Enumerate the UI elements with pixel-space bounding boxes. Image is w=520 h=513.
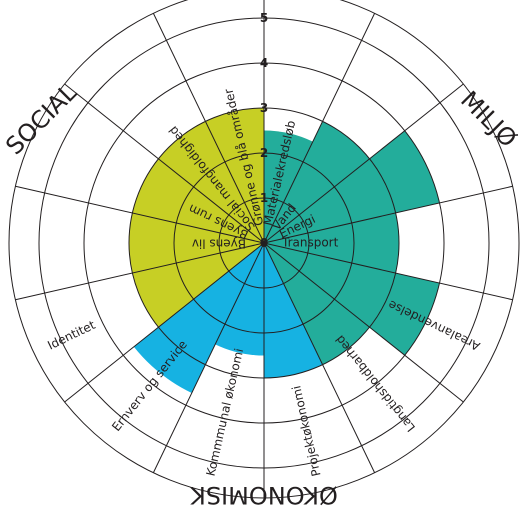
bar-materialekredslob <box>264 130 313 243</box>
spoke-line <box>152 13 265 244</box>
segment-label-transport: Transport <box>281 236 339 250</box>
spoke-line <box>263 13 376 244</box>
bar-erhverv-og-service <box>133 243 264 394</box>
segment-label-projektokonomi: Projektøkonomi <box>289 384 323 477</box>
bar-identitet <box>132 243 264 328</box>
bar-kommmunal-okonomi <box>215 243 264 356</box>
group-label-okonomisk: ØKONOMISK <box>189 481 338 509</box>
bar-projektokonomi <box>264 243 323 378</box>
spoke-line <box>263 242 464 403</box>
tick-label-0: 0 <box>260 236 268 250</box>
bar-vand <box>264 121 370 243</box>
spoke-line <box>152 242 265 473</box>
tick-label-2: 2 <box>260 146 268 160</box>
bar-langtidsholdbarhed <box>264 243 370 365</box>
bar-gronne-og-bla-omrader <box>205 108 264 243</box>
bar-energi <box>264 130 440 243</box>
spoke-line <box>15 185 265 244</box>
spoke-line <box>15 242 265 301</box>
spoke-line <box>263 242 376 473</box>
spoke-line <box>64 83 265 244</box>
group-label-miljo: MILJØ <box>455 86 520 153</box>
bar-arealanvendelse <box>264 243 440 356</box>
bar-byens-rum <box>132 158 264 243</box>
tick-label-4: 4 <box>260 56 268 70</box>
spoke-line <box>64 242 265 403</box>
tick-label-3: 3 <box>260 101 268 115</box>
spoke-line <box>263 83 464 244</box>
spoke-line <box>263 242 513 301</box>
segment-label-byens-liv: Byens liv <box>192 237 246 251</box>
bar-byens-liv <box>128 212 264 274</box>
bar-social-mangfoldighed <box>158 121 264 243</box>
bar-transport <box>264 212 400 274</box>
tick-label-1: 1 <box>260 191 268 205</box>
spoke-line <box>263 185 513 244</box>
tick-label-5: 5 <box>260 11 268 25</box>
group-label-social: SOCIAL <box>0 78 82 160</box>
